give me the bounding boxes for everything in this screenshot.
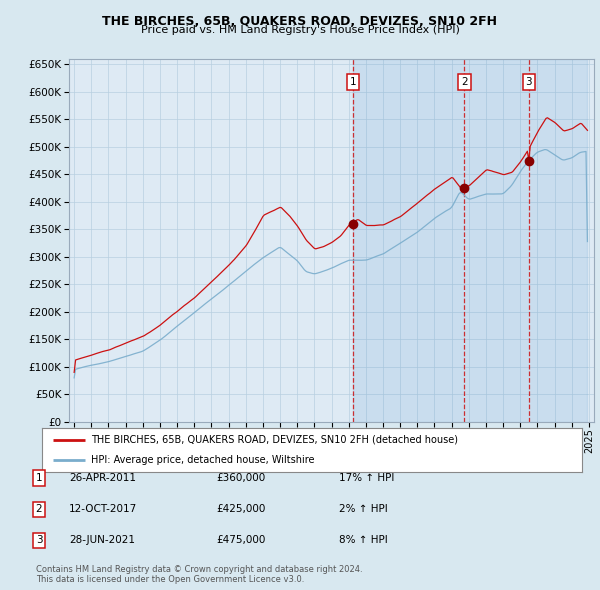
Text: 3: 3: [526, 77, 532, 87]
Text: £360,000: £360,000: [216, 473, 265, 483]
Text: HPI: Average price, detached house, Wiltshire: HPI: Average price, detached house, Wilt…: [91, 455, 314, 465]
Text: 28-JUN-2021: 28-JUN-2021: [69, 536, 135, 545]
Text: 8% ↑ HPI: 8% ↑ HPI: [339, 536, 388, 545]
Text: 2: 2: [461, 77, 468, 87]
Text: 26-APR-2011: 26-APR-2011: [69, 473, 136, 483]
Text: 3: 3: [35, 536, 43, 545]
Text: £475,000: £475,000: [216, 536, 265, 545]
Text: THE BIRCHES, 65B, QUAKERS ROAD, DEVIZES, SN10 2FH: THE BIRCHES, 65B, QUAKERS ROAD, DEVIZES,…: [103, 15, 497, 28]
Text: Price paid vs. HM Land Registry's House Price Index (HPI): Price paid vs. HM Land Registry's House …: [140, 25, 460, 35]
Text: 17% ↑ HPI: 17% ↑ HPI: [339, 473, 394, 483]
Text: 12-OCT-2017: 12-OCT-2017: [69, 504, 137, 514]
Text: Contains HM Land Registry data © Crown copyright and database right 2024.
This d: Contains HM Land Registry data © Crown c…: [36, 565, 362, 584]
Text: £425,000: £425,000: [216, 504, 265, 514]
Bar: [353, 59, 587, 422]
Text: 1: 1: [350, 77, 356, 87]
Text: THE BIRCHES, 65B, QUAKERS ROAD, DEVIZES, SN10 2FH (detached house): THE BIRCHES, 65B, QUAKERS ROAD, DEVIZES,…: [91, 435, 458, 445]
Text: 1: 1: [35, 473, 43, 483]
Text: 2: 2: [35, 504, 43, 514]
Text: 2% ↑ HPI: 2% ↑ HPI: [339, 504, 388, 514]
